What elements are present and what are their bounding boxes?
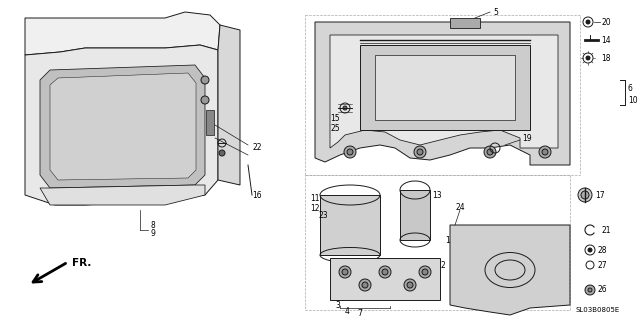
Circle shape: [382, 269, 388, 275]
Circle shape: [484, 146, 496, 158]
Circle shape: [581, 191, 589, 199]
Text: 15: 15: [330, 114, 340, 123]
Text: 5: 5: [493, 7, 498, 17]
Text: 3: 3: [335, 300, 340, 309]
Text: 17: 17: [595, 190, 605, 199]
Text: 28: 28: [598, 245, 607, 254]
Circle shape: [344, 146, 356, 158]
Circle shape: [422, 269, 428, 275]
Text: 10: 10: [628, 95, 637, 105]
Circle shape: [359, 279, 371, 291]
Polygon shape: [218, 25, 240, 185]
Text: 19: 19: [522, 133, 532, 142]
Circle shape: [586, 56, 590, 60]
Circle shape: [379, 266, 391, 278]
Circle shape: [586, 20, 590, 24]
Text: 12: 12: [310, 204, 319, 212]
Circle shape: [407, 282, 413, 288]
Polygon shape: [25, 45, 218, 205]
Polygon shape: [40, 65, 205, 188]
Text: 4: 4: [345, 308, 350, 316]
Circle shape: [347, 149, 353, 155]
Polygon shape: [206, 110, 214, 135]
Circle shape: [419, 266, 431, 278]
Circle shape: [417, 149, 423, 155]
Circle shape: [542, 149, 548, 155]
Circle shape: [588, 288, 592, 292]
Text: 7: 7: [358, 309, 362, 318]
Circle shape: [201, 76, 209, 84]
Polygon shape: [375, 55, 515, 120]
Polygon shape: [360, 45, 530, 130]
Polygon shape: [450, 225, 570, 315]
Polygon shape: [400, 190, 430, 240]
Circle shape: [487, 149, 493, 155]
Polygon shape: [330, 35, 558, 148]
Polygon shape: [25, 12, 220, 55]
Circle shape: [539, 146, 551, 158]
Text: FR.: FR.: [72, 258, 92, 268]
Circle shape: [585, 285, 595, 295]
Text: 22: 22: [252, 142, 262, 151]
Circle shape: [414, 146, 426, 158]
Text: 14: 14: [601, 36, 611, 44]
Text: 13: 13: [432, 190, 442, 199]
Text: 25: 25: [330, 124, 340, 132]
Text: 24: 24: [455, 203, 465, 212]
Text: SL03B0805E: SL03B0805E: [576, 307, 620, 313]
Polygon shape: [330, 258, 440, 300]
Text: 2: 2: [440, 260, 445, 269]
Circle shape: [339, 266, 351, 278]
Circle shape: [404, 279, 416, 291]
Text: 21: 21: [602, 226, 611, 235]
Text: 23: 23: [318, 211, 328, 220]
Polygon shape: [320, 195, 380, 255]
Text: 9: 9: [150, 228, 155, 237]
Circle shape: [342, 269, 348, 275]
Circle shape: [201, 96, 209, 104]
Polygon shape: [315, 22, 570, 165]
Text: 16: 16: [252, 190, 262, 199]
Text: 6: 6: [628, 84, 633, 92]
Circle shape: [362, 282, 368, 288]
Text: 27: 27: [598, 260, 607, 269]
Text: 1: 1: [445, 236, 450, 244]
Polygon shape: [450, 18, 480, 28]
Text: 20: 20: [601, 18, 611, 27]
Circle shape: [343, 106, 347, 110]
Circle shape: [588, 248, 592, 252]
Text: 18: 18: [601, 53, 611, 62]
Circle shape: [578, 188, 592, 202]
Circle shape: [219, 150, 225, 156]
Text: 11: 11: [310, 194, 319, 203]
Polygon shape: [50, 73, 196, 180]
Text: 26: 26: [598, 285, 607, 294]
Polygon shape: [40, 185, 205, 205]
Text: 8: 8: [150, 220, 155, 229]
